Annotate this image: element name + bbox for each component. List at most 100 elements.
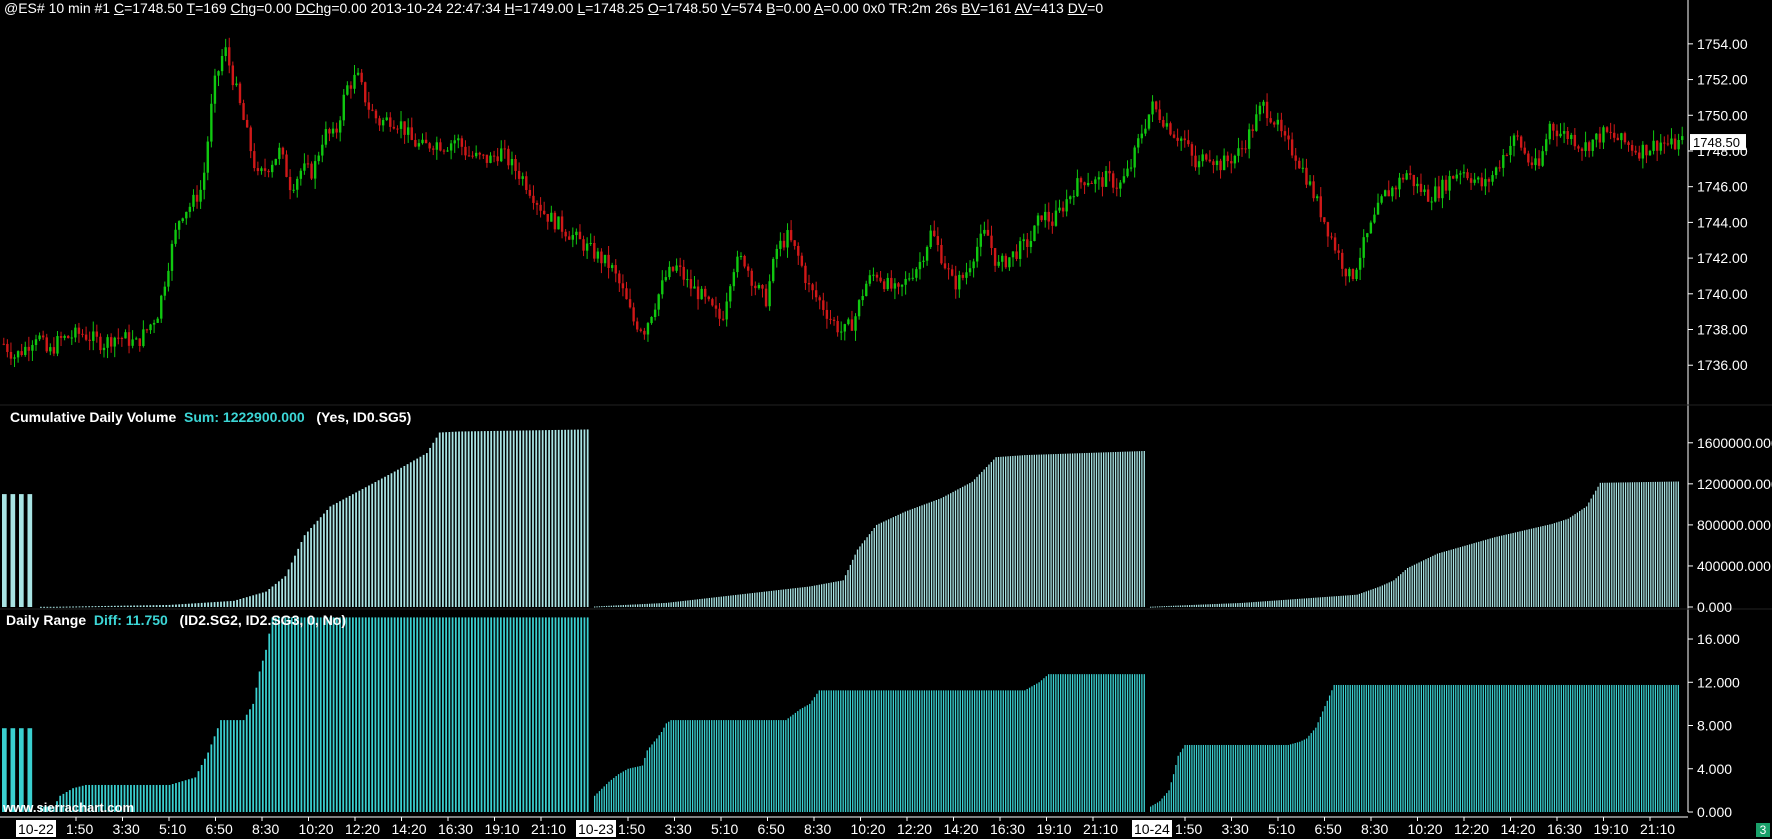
volume-bar bbox=[816, 585, 818, 607]
last-price-label: 1748.50 bbox=[1693, 135, 1740, 150]
price-candle bbox=[800, 255, 804, 266]
range-bar bbox=[620, 772, 622, 812]
range-bar bbox=[1670, 684, 1673, 812]
volume-bar bbox=[149, 605, 152, 607]
volume-bar bbox=[1110, 452, 1112, 607]
price-candle bbox=[1001, 255, 1004, 262]
x-time-label: 14:20 bbox=[1501, 821, 1536, 837]
range-bar bbox=[1411, 684, 1413, 812]
volume-bar bbox=[1237, 603, 1239, 607]
volume-bar bbox=[377, 480, 380, 607]
volume-bar bbox=[1558, 521, 1560, 607]
volume-bar bbox=[1052, 454, 1055, 607]
price-candle bbox=[1641, 144, 1645, 159]
volume-bar bbox=[1381, 585, 1383, 607]
volume-bar bbox=[1228, 603, 1230, 607]
price-candle bbox=[1065, 199, 1068, 212]
volume-bar bbox=[85, 606, 87, 608]
price-candle bbox=[1058, 207, 1061, 211]
range-bar bbox=[512, 617, 515, 812]
volume-bar bbox=[429, 447, 431, 607]
volume-bar bbox=[1441, 552, 1443, 607]
range-bar bbox=[400, 617, 403, 812]
range-bar bbox=[1262, 744, 1264, 812]
volume-bar bbox=[268, 589, 271, 607]
range-bar bbox=[1043, 678, 1045, 812]
volume-bar bbox=[1452, 549, 1455, 607]
price-candle bbox=[1122, 176, 1126, 183]
range-bar bbox=[637, 766, 639, 812]
price-candle bbox=[92, 331, 95, 341]
range-bar bbox=[923, 690, 926, 812]
range-bar bbox=[1620, 684, 1622, 812]
volume-bar bbox=[1361, 593, 1363, 607]
price-candle bbox=[1634, 150, 1637, 153]
volume-bar bbox=[313, 524, 316, 607]
price-candle bbox=[59, 336, 63, 338]
volume-bar bbox=[1175, 605, 1177, 607]
volume-bar bbox=[1579, 511, 1581, 607]
range-bar bbox=[1356, 684, 1358, 812]
volume-bar bbox=[1379, 586, 1381, 607]
range-bar bbox=[1255, 744, 1257, 812]
volume-bar bbox=[101, 606, 103, 608]
volume-bar bbox=[983, 469, 985, 607]
volume-bar bbox=[660, 603, 663, 607]
range-bar bbox=[393, 617, 396, 812]
volume-bar bbox=[480, 431, 483, 607]
volume-bar bbox=[871, 531, 873, 607]
price-candle bbox=[1530, 162, 1534, 166]
volume-bar bbox=[181, 604, 184, 607]
price-candle bbox=[908, 278, 911, 280]
volume-bar bbox=[1124, 451, 1126, 607]
range-bar bbox=[487, 617, 489, 812]
range-bar bbox=[1211, 744, 1214, 812]
volume-bar bbox=[1184, 605, 1186, 607]
header-field-value: =1749.00 bbox=[514, 0, 578, 16]
volume-bar bbox=[880, 522, 883, 607]
volume-bar bbox=[1038, 454, 1040, 607]
range-bar bbox=[981, 690, 983, 812]
price-candle bbox=[571, 235, 575, 240]
volume-bar bbox=[1200, 604, 1202, 607]
price-candle bbox=[45, 337, 48, 352]
range-bar bbox=[1643, 684, 1645, 812]
range-bar bbox=[1000, 690, 1002, 812]
price-candle bbox=[1265, 101, 1269, 119]
header-field-value: =161 bbox=[979, 0, 1015, 16]
range-bar bbox=[1267, 744, 1269, 812]
range-bar bbox=[971, 690, 973, 812]
volume-bar bbox=[232, 600, 235, 607]
range-bar bbox=[1457, 684, 1459, 812]
volume-bar bbox=[461, 431, 464, 607]
range-tick-label: 4.000 bbox=[1697, 761, 1732, 777]
range-bar bbox=[1482, 684, 1484, 812]
volume-bar bbox=[689, 600, 691, 607]
price-candle bbox=[1523, 147, 1526, 154]
range-bar bbox=[213, 736, 216, 812]
volume-bar bbox=[828, 582, 830, 607]
corner-badge[interactable]: 3 bbox=[1756, 823, 1770, 837]
volume-bar bbox=[1496, 536, 1498, 607]
range-bar bbox=[107, 784, 110, 812]
header-field-value: =0 bbox=[1087, 0, 1104, 16]
range-bar bbox=[573, 617, 576, 812]
range-bar bbox=[19, 728, 24, 812]
price-candle bbox=[1609, 131, 1612, 133]
volume-bar bbox=[1067, 453, 1069, 607]
price-candle bbox=[768, 281, 771, 307]
price-candle bbox=[1154, 101, 1158, 110]
volume-bar bbox=[1556, 522, 1558, 607]
price-candle bbox=[1212, 161, 1215, 166]
range-bar bbox=[1390, 684, 1393, 812]
price-candle bbox=[1505, 155, 1509, 157]
volume-bar bbox=[1530, 528, 1533, 607]
range-bar bbox=[561, 617, 563, 812]
price-candle bbox=[288, 176, 292, 191]
range-bar bbox=[861, 690, 863, 812]
range-bar bbox=[1131, 674, 1133, 812]
range-bar bbox=[928, 690, 930, 812]
range-bar bbox=[1381, 684, 1383, 812]
volume-bar bbox=[1205, 604, 1207, 607]
range-bar bbox=[242, 720, 245, 812]
